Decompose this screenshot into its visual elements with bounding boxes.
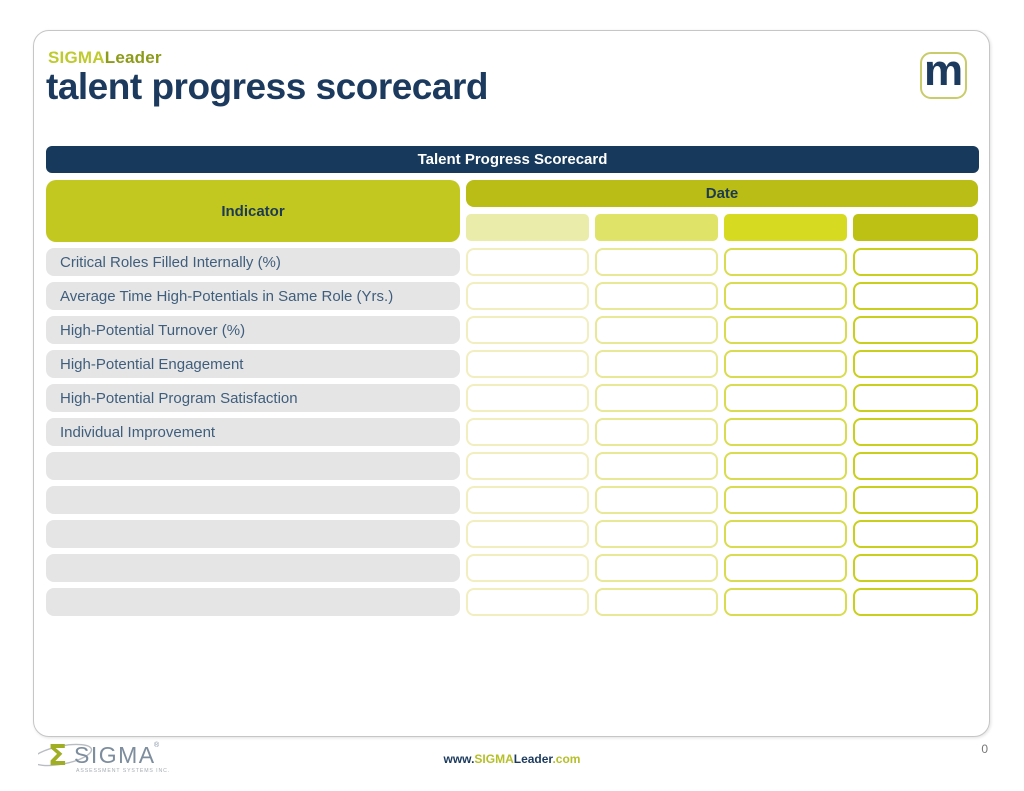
value-cell xyxy=(853,350,978,378)
table-grid: Indicator Date Critical Roles Filled Int… xyxy=(46,180,979,616)
value-cell xyxy=(724,384,847,412)
registered-mark: ® xyxy=(154,741,160,749)
value-cell xyxy=(595,282,718,310)
value-cell xyxy=(724,452,847,480)
value-cell xyxy=(466,452,589,480)
value-cell xyxy=(853,248,978,276)
indicator-cell xyxy=(46,520,460,548)
indicator-cell xyxy=(46,554,460,582)
indicator-cell: Average Time High-Potentials in Same Rol… xyxy=(46,282,460,310)
value-cell xyxy=(853,452,978,480)
value-cell xyxy=(724,418,847,446)
date-subheader-cell xyxy=(595,214,718,241)
value-cell xyxy=(466,588,589,616)
value-cell xyxy=(724,282,847,310)
value-cell xyxy=(853,384,978,412)
value-cell xyxy=(466,316,589,344)
value-cell xyxy=(853,588,978,616)
sigma-footer-logo: Σ SIGMA ® ASSESSMENT SYSTEMS INC. xyxy=(31,733,188,783)
value-cell xyxy=(595,554,718,582)
date-subheader-cell xyxy=(466,214,589,241)
scorecard-table: Talent Progress Scorecard Indicator Date… xyxy=(46,146,979,616)
value-cell xyxy=(466,248,589,276)
indicator-cell: High-Potential Turnover (%) xyxy=(46,316,460,344)
page-number: 0 xyxy=(981,742,988,756)
value-cell xyxy=(724,554,847,582)
value-cell xyxy=(466,554,589,582)
value-cell xyxy=(466,350,589,378)
indicator-cell: High-Potential Engagement xyxy=(46,350,460,378)
sigma-logo-graphic: Σ SIGMA ® ASSESSMENT SYSTEMS INC. xyxy=(31,739,170,774)
date-subheader-cell xyxy=(853,214,978,241)
url-com: .com xyxy=(552,752,581,766)
value-cell xyxy=(724,316,847,344)
value-cell xyxy=(595,350,718,378)
value-cell xyxy=(724,350,847,378)
value-cell xyxy=(724,486,847,514)
value-cell xyxy=(595,384,718,412)
value-cell xyxy=(724,248,847,276)
value-cell xyxy=(595,520,718,548)
indicator-cell xyxy=(46,588,460,616)
value-cell xyxy=(853,418,978,446)
brand-leader: Leader xyxy=(104,48,162,67)
value-cell xyxy=(853,486,978,514)
brand-logotype: SIGMALeader xyxy=(48,48,162,68)
sigma-tagline: ASSESSMENT SYSTEMS INC. xyxy=(76,768,170,774)
value-cell xyxy=(466,384,589,412)
url-sigma: SIGMA xyxy=(474,752,514,766)
indicator-column-header: Indicator xyxy=(46,180,460,242)
value-cell xyxy=(595,418,718,446)
slide-card: SIGMALeader talent progress scorecard m … xyxy=(33,30,990,737)
indicator-cell xyxy=(46,452,460,480)
indicator-cell: Critical Roles Filled Internally (%) xyxy=(46,248,460,276)
mhs-logo: m xyxy=(920,46,967,99)
value-cell xyxy=(595,452,718,480)
value-cell xyxy=(595,588,718,616)
value-cell xyxy=(595,486,718,514)
sigma-symbol: Σ xyxy=(48,739,67,772)
date-column-header: Date xyxy=(466,180,978,207)
website-url: www.SIGMALeader.com xyxy=(0,752,1024,766)
value-cell xyxy=(724,520,847,548)
value-cell xyxy=(466,282,589,310)
value-cell xyxy=(595,316,718,344)
slide-title: talent progress scorecard xyxy=(46,66,488,107)
url-www: www. xyxy=(443,752,475,766)
indicator-cell: High-Potential Program Satisfaction xyxy=(46,384,460,412)
value-cell xyxy=(724,588,847,616)
value-cell xyxy=(853,520,978,548)
value-cell xyxy=(595,248,718,276)
mhs-logo-letter: m xyxy=(923,46,964,95)
value-cell xyxy=(853,554,978,582)
indicator-cell xyxy=(46,486,460,514)
value-cell xyxy=(466,418,589,446)
value-cell xyxy=(853,316,978,344)
table-title-bar: Talent Progress Scorecard xyxy=(46,146,979,173)
value-cell xyxy=(853,282,978,310)
brand-sigma: SIGMA xyxy=(48,48,105,67)
value-cell xyxy=(466,486,589,514)
url-leader: Leader xyxy=(513,752,553,766)
sigma-wordmark: SIGMA xyxy=(74,742,156,768)
value-cell xyxy=(466,520,589,548)
date-subheader-cell xyxy=(724,214,847,241)
indicator-cell: Individual Improvement xyxy=(46,418,460,446)
